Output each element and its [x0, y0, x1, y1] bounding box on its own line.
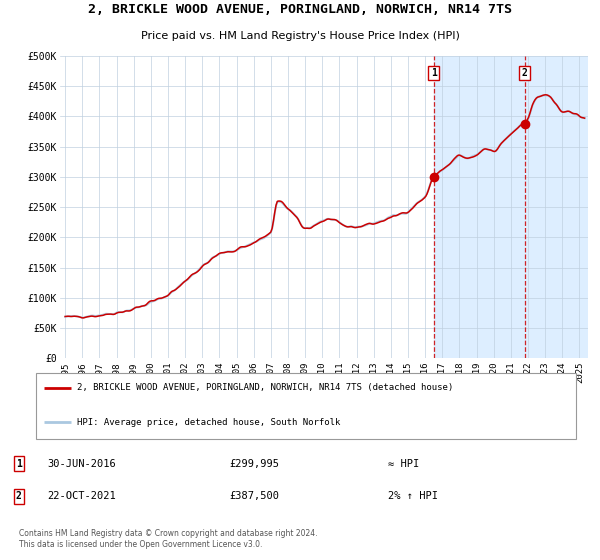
Text: Contains HM Land Registry data © Crown copyright and database right 2024.
This d: Contains HM Land Registry data © Crown c…	[19, 529, 317, 549]
Text: 2% ↑ HPI: 2% ↑ HPI	[388, 492, 438, 502]
Text: £387,500: £387,500	[229, 492, 280, 502]
Text: HPI: Average price, detached house, South Norfolk: HPI: Average price, detached house, Sout…	[77, 418, 340, 427]
Text: 30-JUN-2016: 30-JUN-2016	[47, 459, 116, 469]
Text: £299,995: £299,995	[229, 459, 280, 469]
Text: 2, BRICKLE WOOD AVENUE, PORINGLAND, NORWICH, NR14 7TS (detached house): 2, BRICKLE WOOD AVENUE, PORINGLAND, NORW…	[77, 383, 453, 393]
Text: 2, BRICKLE WOOD AVENUE, PORINGLAND, NORWICH, NR14 7TS: 2, BRICKLE WOOD AVENUE, PORINGLAND, NORW…	[88, 3, 512, 16]
Text: 22-OCT-2021: 22-OCT-2021	[47, 492, 116, 502]
Text: ≈ HPI: ≈ HPI	[388, 459, 419, 469]
Text: 2: 2	[521, 68, 527, 78]
Text: 1: 1	[431, 68, 437, 78]
Bar	[434, 56, 588, 358]
Text: Price paid vs. HM Land Registry's House Price Index (HPI): Price paid vs. HM Land Registry's House …	[140, 31, 460, 41]
FancyBboxPatch shape	[35, 374, 577, 439]
Text: 2: 2	[16, 492, 22, 502]
Text: 1: 1	[16, 459, 22, 469]
